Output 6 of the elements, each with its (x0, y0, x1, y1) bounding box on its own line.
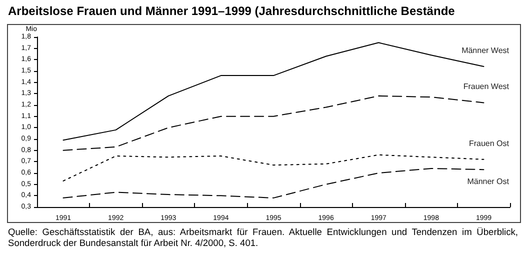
series-label: Männer Ost (467, 177, 510, 186)
chart-title: Arbeitslose Frauen und Männer 1991–1999 (Jahresdurchschnittliche Bestände (8, 4, 455, 18)
series-label: Männer West (462, 46, 510, 55)
source-note: Quelle: Geschäftsstatistik der BA, aus: Arbeitsmarkt für Frauen. Aktuelle Entwicklungen und Tendenzen im Überblick, Sonderdruck der Bundesanstalt für Arbeit Nr. 4/2000, S. 401. (8, 227, 518, 248)
series-label: Frauen West (463, 82, 510, 92)
series-label: Frauen Ost (468, 138, 510, 148)
